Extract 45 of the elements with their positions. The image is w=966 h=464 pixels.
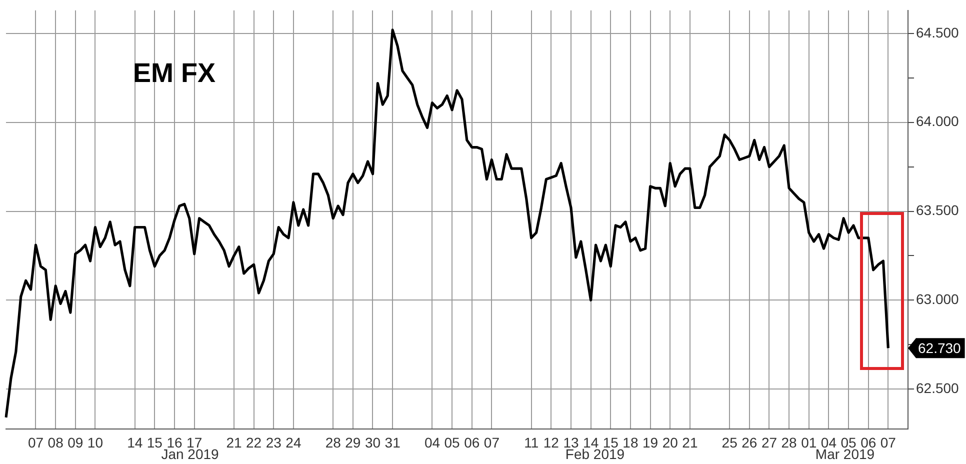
text: EM FX xyxy=(133,58,216,89)
y-tick-label: 64.000 xyxy=(916,113,960,130)
x-tick-label: 29 xyxy=(345,434,361,450)
x-tick-label: 31 xyxy=(384,434,401,450)
x-tick-label: 16 xyxy=(166,434,183,450)
x-tick-label: 22 xyxy=(246,434,262,450)
x-tick-label: 04 xyxy=(820,434,837,450)
y-tick-label: 62.500 xyxy=(916,380,960,396)
x-tick-label: 21 xyxy=(682,434,698,450)
x-tick-label: 24 xyxy=(286,434,302,450)
x-tick-label: 23 xyxy=(266,434,282,450)
x-tick-label: 18 xyxy=(622,434,638,450)
x-tick-label: 27 xyxy=(761,434,778,450)
x-tick-label: 14 xyxy=(583,434,599,450)
x-tick-label: 06 xyxy=(860,434,876,450)
x-tick-label: 15 xyxy=(146,434,163,450)
x-tick-label: 28 xyxy=(325,434,342,450)
x-tick-label: 01 xyxy=(801,434,817,450)
x-tick-label: 20 xyxy=(662,434,678,450)
x-tick-label: 12 xyxy=(543,434,560,450)
y-tick-label: 63.000 xyxy=(916,290,960,307)
x-tick-label: 17 xyxy=(186,434,202,450)
x-tick-label: 25 xyxy=(722,434,738,450)
x-tick-label: 28 xyxy=(781,434,798,450)
x-tick-label: 07 xyxy=(28,434,44,450)
x-tick-label: 08 xyxy=(48,434,64,450)
x-tick-label: 26 xyxy=(742,434,758,450)
x-tick-label: 19 xyxy=(642,434,658,450)
x-tick-label: 05 xyxy=(444,434,460,450)
x-tick-label: 05 xyxy=(840,434,857,450)
x-tick-label: 10 xyxy=(87,434,104,450)
x-tick-label: 21 xyxy=(226,434,242,450)
x-tick-label: 11 xyxy=(524,434,539,450)
x-tick-label: 07 xyxy=(484,434,500,450)
x-tick-label: 15 xyxy=(602,434,619,450)
x-tick-label: 04 xyxy=(424,434,440,450)
x-tick-label: 09 xyxy=(68,434,84,450)
x-tick-label: 13 xyxy=(563,434,579,450)
y-tick-label: 64.500 xyxy=(916,24,960,40)
text: 62.730 xyxy=(918,340,962,356)
x-tick-label: 30 xyxy=(364,434,381,450)
x-tick-label: 14 xyxy=(127,434,143,450)
x-tick-label: 06 xyxy=(464,434,480,450)
x-tick-label: 07 xyxy=(880,434,896,450)
y-tick-label: 63.500 xyxy=(916,202,960,218)
